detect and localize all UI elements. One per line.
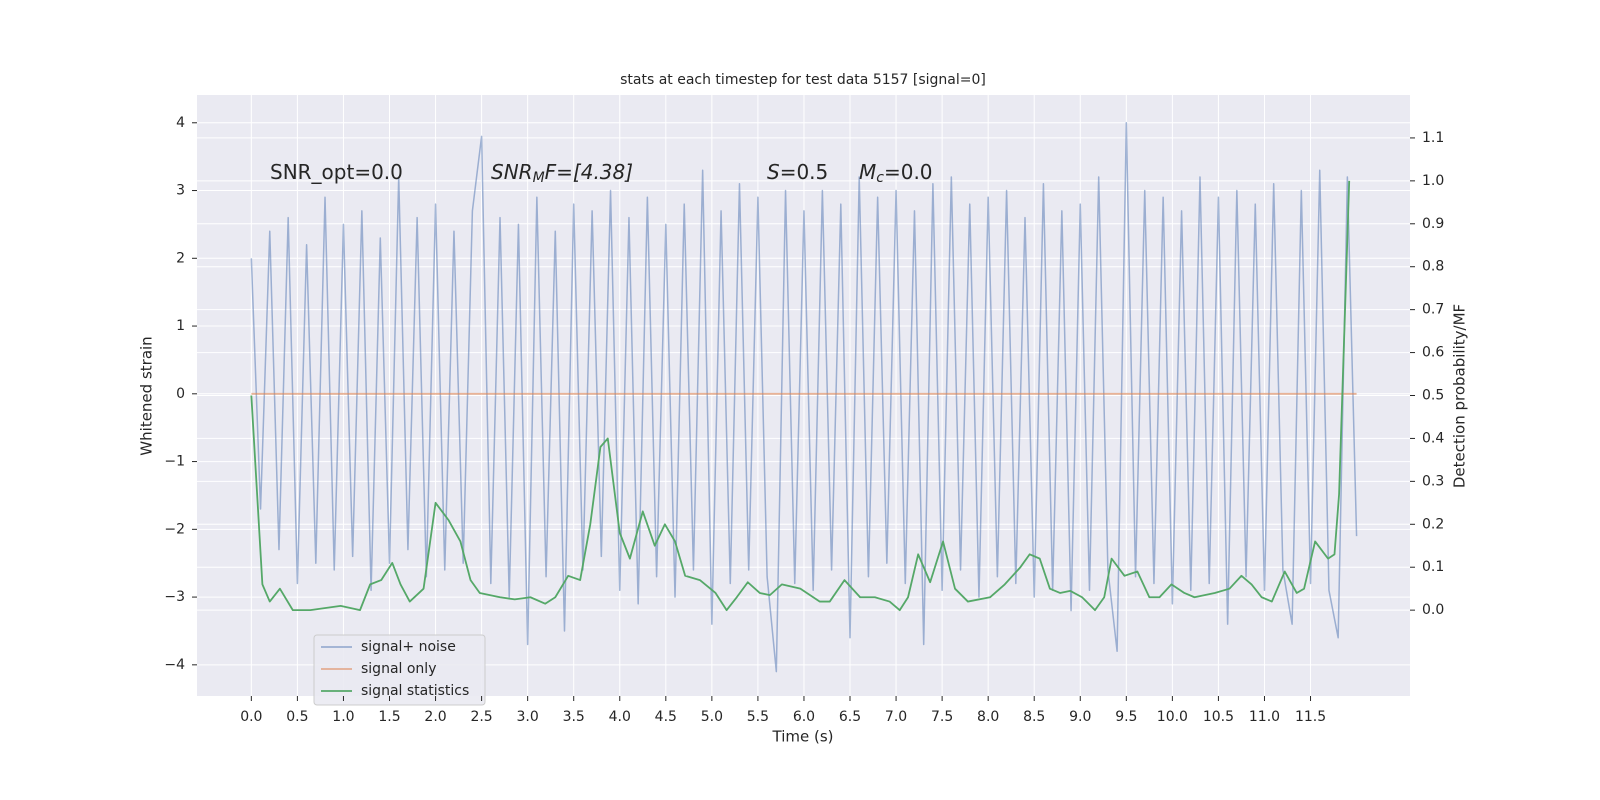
chart-title: stats at each timestep for test data 515… [620, 72, 986, 88]
x-tick-label: 10.0 [1157, 709, 1188, 725]
annotation: S=0.5 [767, 160, 828, 184]
y-tick-label: 4 [176, 115, 185, 131]
y2-tick-label: 0.5 [1422, 388, 1444, 404]
x-tick-label: 3.0 [517, 709, 539, 725]
annotation: Mc=0.0 [859, 160, 933, 187]
x-tick-label: 9.0 [1069, 709, 1091, 725]
y-tick-label: −1 [164, 454, 185, 470]
y2-tick-label: 0.3 [1422, 473, 1444, 489]
x-tick-label: 8.5 [1023, 709, 1045, 725]
x-tick-label: 0.0 [240, 709, 262, 725]
series-line [250, 122, 1358, 673]
y2-tick-label: 0.4 [1422, 430, 1444, 446]
x-tick-label: 10.5 [1203, 709, 1234, 725]
x-tick-label: 0.5 [286, 709, 308, 725]
x-tick-label: 5.0 [701, 709, 723, 725]
x-axis-label: Time (s) [772, 728, 834, 746]
y2-tick-label: 0.8 [1422, 259, 1444, 275]
x-tick-label: 11.5 [1295, 709, 1326, 725]
series-line [250, 180, 1351, 612]
legend-label: signal only [361, 661, 436, 677]
marks [250, 122, 1358, 673]
y-tick-label: −4 [164, 657, 185, 673]
y-tick-label: −2 [164, 521, 185, 537]
y-tick-label: −3 [164, 589, 185, 605]
annotation: SNR_opt=0.0 [270, 160, 403, 184]
x-tick-label: 7.0 [885, 709, 907, 725]
x-tick-label: 4.5 [655, 709, 677, 725]
y2-tick-label: 1.1 [1422, 130, 1444, 146]
y-axis-label: Whitened strain [138, 336, 156, 455]
annotation-text: SNR [491, 160, 533, 184]
annotation-text: =0.5 [780, 160, 829, 184]
x-tick-label: 11.0 [1249, 709, 1280, 725]
y2-tick-label: 0.0 [1422, 602, 1444, 618]
y2-tick-label: 0.6 [1422, 345, 1444, 361]
annotation: SNRMF=[4.38] [491, 160, 633, 187]
x-tick-label: 6.0 [793, 709, 815, 725]
annotation-subscript: c [876, 170, 884, 186]
x-tick-label: 9.5 [1115, 709, 1137, 725]
x-tick-label: 7.5 [931, 709, 953, 725]
y-tick-label: 0 [176, 386, 185, 402]
annotation-text: M [859, 160, 876, 184]
x-tick-label: 1.0 [332, 709, 354, 725]
annotation-text: SNR_opt=0.0 [270, 160, 403, 184]
y2-tick-label: 0.1 [1422, 559, 1444, 575]
annotation-subscript: M [533, 170, 545, 186]
y2-tick-label: 0.2 [1422, 516, 1444, 532]
y2-axis-label: Detection probability/MF [1451, 304, 1469, 488]
legend-label: signal+ noise [361, 639, 456, 655]
x-tick-label: 1.5 [378, 709, 400, 725]
x-tick-label: 8.0 [977, 709, 999, 725]
legend-label: signal statistics [361, 683, 469, 699]
x-tick-label: 3.5 [563, 709, 585, 725]
y-tick-label: 2 [176, 250, 185, 266]
y-tick-label: 3 [176, 183, 185, 199]
annotation-text: S [767, 160, 780, 184]
x-tick-label: 4.0 [609, 709, 631, 725]
x-tick-label: 2.0 [424, 709, 446, 725]
x-tick-label: 6.5 [839, 709, 861, 725]
legend: signal+ noise signal only signal statistic… [313, 634, 486, 706]
annotation-text: =0.0 [884, 160, 933, 184]
x-tick-label: 5.5 [747, 709, 769, 725]
y2-tick-label: 1.0 [1422, 173, 1444, 189]
y2-tick-label: 0.9 [1422, 216, 1444, 232]
y-tick-label: 1 [176, 318, 185, 334]
y2-tick-label: 0.7 [1422, 302, 1444, 318]
legend-box [313, 634, 486, 706]
x-tick-label: 2.5 [470, 709, 492, 725]
annotation-text: F=[4.38] [545, 160, 633, 184]
